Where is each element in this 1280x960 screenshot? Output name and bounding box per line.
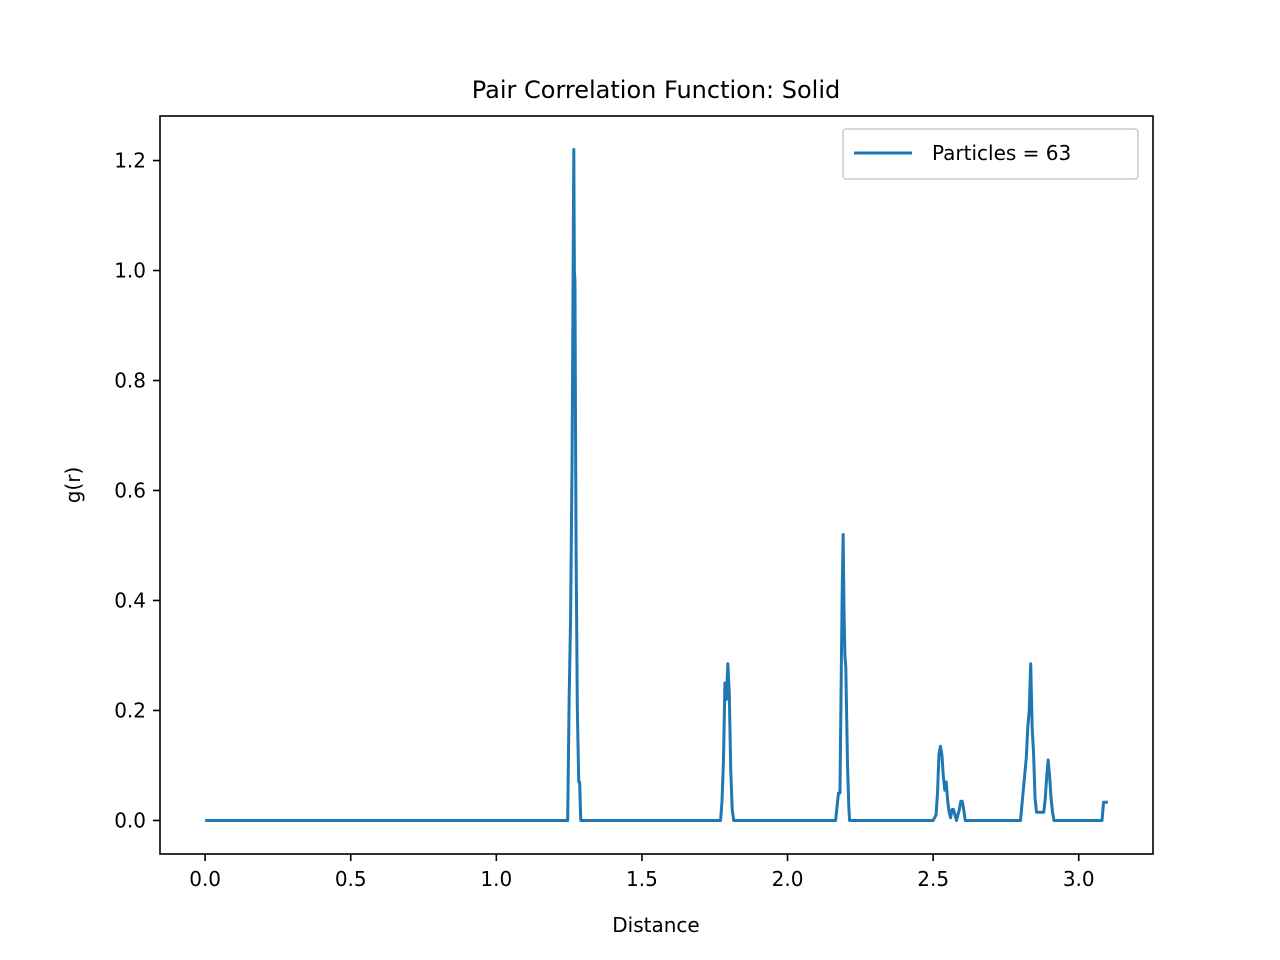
y-tick-label: 0.0 — [114, 808, 146, 832]
x-axis-label: Distance — [612, 913, 699, 937]
legend: Particles = 63 — [842, 128, 1139, 180]
y-tick-label: 1.2 — [114, 149, 146, 173]
x-tick-label: 0.5 — [335, 867, 367, 891]
legend-entry-label: Particles = 63 — [932, 141, 1071, 165]
y-tick-label: 0.6 — [114, 478, 146, 502]
y-tick-label: 0.2 — [114, 698, 146, 722]
x-tick-label: 3.0 — [1063, 867, 1095, 891]
y-tick-label: 0.4 — [114, 588, 146, 612]
chart-title: Pair Correlation Function: Solid — [472, 76, 841, 104]
x-tick-label: 2.5 — [917, 867, 949, 891]
legend-box — [842, 128, 1139, 180]
x-tick-label: 1.0 — [480, 867, 512, 891]
y-axis-label: g(r) — [61, 467, 85, 504]
y-tick-label: 1.0 — [114, 259, 146, 283]
x-tick-label: 0.0 — [189, 867, 221, 891]
y-axis-ticks: 0.0 0.2 0.4 0.6 0.8 1.0 1.2 — [114, 149, 160, 832]
x-tick-label: 2.0 — [772, 867, 804, 891]
y-tick-label: 0.8 — [114, 369, 146, 393]
series-layer — [205, 148, 1108, 822]
plot-area-frame — [159, 115, 1154, 855]
x-axis-ticks: 0.0 0.5 1.0 1.5 2.0 2.5 3.0 — [189, 854, 1095, 891]
x-tick-label: 1.5 — [626, 867, 658, 891]
series-line — [205, 148, 1108, 822]
